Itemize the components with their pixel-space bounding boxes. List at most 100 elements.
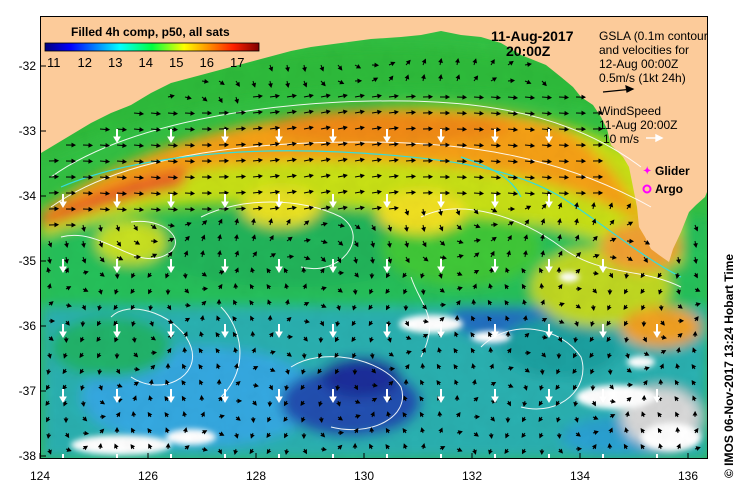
velocity-arrow-head [470,332,476,338]
velocity-arrow-head [98,242,104,248]
velocity-arrow-head [113,320,119,326]
velocity-arrow-head [369,426,375,432]
velocity-arrow-head [165,273,170,279]
velocity-arrow-head [308,173,314,179]
velocity-arrow-head [64,433,70,439]
velocity-arrow-head [513,111,519,116]
velocity-arrow-head [114,426,120,432]
velocity-arrow-head [114,274,120,280]
velocity-arrow-head [339,430,345,436]
velocity-arrow-head [394,157,399,163]
velocity-arrow-head [359,157,365,163]
velocity-arrow-head [609,219,615,225]
velocity-arrow-head [441,255,447,260]
velocity-arrow-head [488,283,493,289]
velocity-arrow-head [319,321,324,327]
wind-arrow-head [437,266,445,273]
velocity-arrow-head [139,127,145,132]
wind-arrows [59,129,661,458]
velocity-arrow-head [202,446,208,452]
wind-arrow-head [221,201,229,208]
velocity-arrow-head [623,443,629,449]
velocity-arrow-head [173,159,179,164]
velocity-arrow-head [572,353,578,359]
velocity-arrow-head [233,347,239,353]
velocity-arrow-head [217,449,222,455]
velocity-arrow-head [369,274,375,280]
velocity-arrow-head [488,267,494,273]
velocity-arrow-head [45,385,51,391]
velocity-arrow-head [508,221,515,226]
velocity-arrow-head [644,351,650,356]
velocity-arrow-head [521,449,527,455]
velocity-arrow-head [423,256,429,262]
velocity-arrow-head [624,289,629,295]
velocity-arrow-head [440,446,446,451]
velocity-arrow-head [198,347,204,354]
velocity-arrow-head [555,384,561,390]
velocity-arrow-head [692,410,698,416]
velocity-arrow-head [405,59,411,65]
x-tick-label: 128 [246,469,266,483]
velocity-arrow-head [522,402,528,407]
velocity-arrow-head [458,254,464,259]
velocity-arrow-head [377,125,382,131]
velocity-arrow-head [445,158,451,164]
velocity-arrow-head [547,159,553,164]
velocity-arrow-head [530,175,536,180]
velocity-arrow-head [368,320,374,327]
velocity-arrow-head [453,364,459,370]
velocity-arrow-head [676,289,681,295]
velocity-arrow-head [131,411,137,416]
velocity-arrow-head [351,336,357,342]
velocity-arrow-head [286,352,292,357]
velocity-arrow-head [46,369,52,375]
velocity-arrow-head [589,336,595,343]
velocity-arrow-head [201,271,207,277]
velocity-arrow-head [539,267,544,273]
velocity-arrow-head [319,268,325,274]
velocity-arrow-head [593,415,599,420]
velocity-arrow-head [526,350,532,356]
velocity-arrow-head [173,143,179,148]
velocity-arrow-head [455,210,461,216]
velocity-arrow-head [491,77,498,82]
wind-arrow-head [59,201,67,208]
velocity-arrow-head [132,395,137,401]
velocity-arrow-head [387,337,392,343]
wind-arrow-head [383,201,391,208]
velocity-arrow-head [115,411,121,418]
gsla-legend-line1: GSLA (0.1m contours) [599,29,708,43]
velocity-arrow-head [610,414,616,419]
velocity-arrow-head [541,81,547,87]
velocity-arrow-head [508,383,514,388]
velocity-arrow-head [168,319,174,324]
velocity-arrow-head [394,173,399,179]
velocity-arrow-head [216,378,222,384]
velocity-arrow-head [510,206,516,212]
velocity-arrow-head [337,444,343,450]
velocity-arrow-head [63,353,68,359]
velocity-arrow-head [404,364,410,370]
velocity-arrow-head [266,268,272,274]
velocity-arrow-head [105,191,111,196]
velocity-arrow-head [148,289,153,295]
velocity-arrow-head [496,159,502,164]
velocity-arrow-head [422,304,428,310]
velocity-arrow-head [130,288,136,294]
velocity-arrow-head [258,206,263,211]
velocity-arrow-head [541,352,547,358]
velocity-arrow-head [479,126,485,132]
velocity-arrow-head [258,190,263,195]
colorbar-gradient [44,42,260,52]
velocity-arrow-head [268,218,273,224]
velocity-arrow-head [235,416,241,421]
y-tick-label: -35 [19,254,37,268]
velocity-arrow-head [250,315,255,321]
velocity-arrow-head [359,109,365,115]
sst-map: Filled 4h comp, p50, all sats 11 12 13 14 15… [40,16,708,459]
velocity-arrow-head [249,283,255,289]
velocity-arrow-head [428,158,434,164]
velocity-arrow-head [488,449,493,455]
